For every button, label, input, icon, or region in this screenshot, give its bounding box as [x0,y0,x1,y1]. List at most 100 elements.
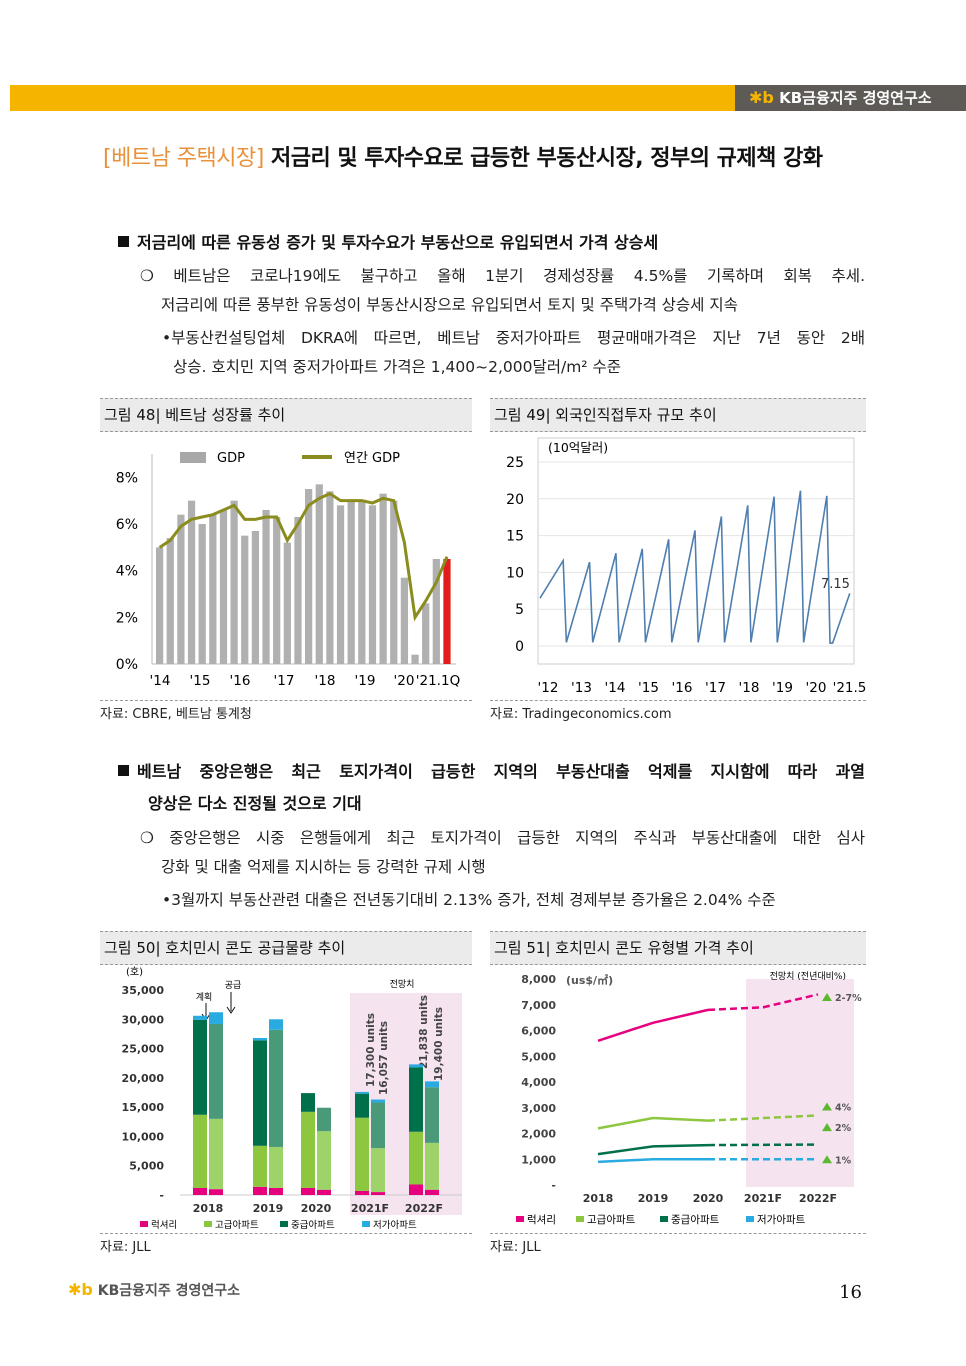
fig48-y-tick: 4% [116,564,138,580]
fig51-legend-swatch [660,1216,668,1222]
title-text: 저금리 및 투자수요로 급등한 부동산시장, 정부의 규제책 강화 [263,146,823,171]
fig48-annual-gdp-line [158,491,449,622]
fig51-forecast-region [746,979,854,1187]
fig50-supply-bar-segment [317,1131,331,1190]
section2-heading: 베트남 중앙은행은 최근 토지가격이 급등한 지역의 부동산대출 억제를 지시함… [118,756,865,820]
fig49-source: 자료: Tradingeconomics.com [490,700,866,722]
fig48-legend-line-label: 연간 GDP [344,451,400,466]
fig50-plan-bar-segment [253,1145,267,1187]
fig49-y-tick: 0 [515,639,524,655]
fig48-gdp-bar [379,493,387,664]
fig49-x-tick: '12 [538,680,559,696]
fig48-gdp-bar [198,524,206,664]
fig48-gdp-bar [251,531,260,664]
fig50-forecast-label: 전망치 [390,978,415,990]
fig51-forecast-label: 전망치 (전년대비%) [770,970,846,982]
fig50-supply-arrowhead-icon [226,1006,236,1014]
fig50-plan-bar-segment [193,1114,207,1188]
section2-bullet: ❍ 중앙은행은 시중 은행들에게 최근 토지가격이 급등한 지역의 주식과 부동… [140,824,865,882]
fig50-x-tick: 2020 [301,1202,332,1215]
fig50-plan-bar-segment [355,1093,369,1118]
header-brand: ✱b KB금융지주 경영연구소 [735,85,966,111]
fig50-plan-bar-segment [355,1190,369,1195]
fig50-plan-bar-segment [193,1015,207,1020]
fig50-legend-label: 고급아파트 [215,1220,259,1231]
circle-bullet-icon: ❍ [140,267,154,285]
fig50-y-tick: 10,000 [122,1130,165,1143]
fig49-x-tick: '18 [739,680,760,696]
fig51-unit: (us$/㎡) [566,973,613,987]
fig48-x-tick: '16 [230,673,251,689]
fig48-x-tick: '18 [315,673,336,689]
fig50-plan-bar-segment [409,1184,423,1195]
fig51-growth-label: 2-7% [835,993,862,1004]
fig48-gdp-bar [241,535,249,664]
fig50-supply-bar-segment [425,1189,439,1195]
fig51-legend-label: 중급아파트 [671,1214,720,1226]
fig48-gdp-bar [443,559,451,664]
fig51-y-tick: 4,000 [521,1076,556,1089]
fig49-y-tick: 10 [506,565,524,581]
fig48-gdp-bar [219,510,228,664]
fig49-x-tick: '14 [605,680,626,696]
section1-bullet-line1: 베트남은 코로나19에도 불구하고 올해 1분기 경제성장률 4.5%를 기록하… [173,267,865,285]
fig50-supply-bar-segment [371,1099,385,1103]
fig50-supply-bar-segment [371,1148,385,1193]
fig50-supply-bar-segment [269,1029,283,1147]
fig48-y-tick: 8% [116,470,138,486]
fig50-x-tick: 2019 [253,1202,284,1215]
fig49-plot-frame [537,437,855,665]
fig48-gdp-bar [209,514,217,664]
fig48-x-tick: '15 [190,673,211,689]
fig50-legend-label: 중급아파트 [291,1220,335,1231]
fig50-supply-bar-segment [209,1118,223,1190]
fig48-x-tick: '17 [274,673,295,689]
fig50-legend-swatch [280,1221,288,1227]
fig51-growth-label: 2% [835,1123,852,1134]
fig50-2022-plan-units: 21,838 units [418,995,430,1069]
fig51-y-tick: - [551,1179,556,1192]
fig50-plan-bar-segment [253,1186,267,1195]
section2-heading-line1: 베트남 중앙은행은 최근 토지가격이 급등한 지역의 부동산대출 억제를 지시함… [137,762,865,781]
fig50-supply-bar-segment [425,1081,439,1088]
fig48-gdp-bar [358,500,366,664]
fig50-supply-bar-segment [317,1107,331,1132]
fig50-supply-bar-segment [269,1019,283,1030]
fig50-legend-label: 저가아파트 [373,1220,417,1231]
fig50-plan-bar-segment [355,1091,369,1094]
fig48-gdp-bar [336,505,345,664]
section1-heading-text: 저금리에 따른 유동성 증가 및 투자수요가 부동산으로 유입되면서 가격 상승… [137,233,659,252]
fig50-supply-bar-segment [371,1192,385,1195]
fig49-chart: (10억달러) 0 5 10 15 20 25 '12 '13 '14 '15 '16 '17 '18 '… [506,437,866,696]
fig48-gdp-bar [326,491,334,664]
fig51-x-tick: 2021F [744,1192,782,1205]
fig48-gdp-bar [156,547,164,664]
fig48-legend-bar-label: GDP [217,451,245,466]
fig48-gdp-bar [315,484,323,664]
fig50-plan-label: 계획 [196,991,213,1003]
fig51-legend-label: 저가아파트 [757,1214,806,1226]
fig51-x-tick: 2018 [583,1192,614,1205]
fig48-y-tick: 2% [116,610,138,626]
fig50-2022-supply-units: 19,400 units [433,1007,445,1081]
fig48-chart: GDP 연간 GDP 0% 2% 4% 6% 8% '14 '15 '16 '17 '18 '19 '… [116,451,460,689]
fig50-supply-bar-segment [371,1102,385,1149]
fig50-plan-bar-segment [409,1067,423,1132]
fig50-supply-bar-segment [425,1087,439,1143]
fig50-x-tick: 2018 [193,1202,224,1215]
fig50-plan-bar-segment [409,1131,423,1185]
fig51-legend-label: 고급아파트 [587,1214,636,1226]
fig51-growth-triangle-icon [822,1102,832,1111]
square-bullet-icon [118,236,129,247]
fig50-y-tick: 25,000 [122,1043,165,1056]
fig49-x-tick: '13 [571,680,592,696]
fig49-x-tick: '15 [638,680,659,696]
fig50-plan-bar-segment [301,1093,315,1112]
section2-heading-line2: 양상은 다소 진정될 것으로 기대 [148,794,362,813]
fig50-y-tick: 30,000 [122,1013,165,1026]
fig48-gdp-bar [273,517,281,664]
fig51-series-forecast-line [707,1143,819,1147]
fig48-x-tick: '21.1Q [416,673,460,689]
fig50-y-tick: 20,000 [122,1072,165,1085]
page-number: 16 [839,1282,862,1303]
